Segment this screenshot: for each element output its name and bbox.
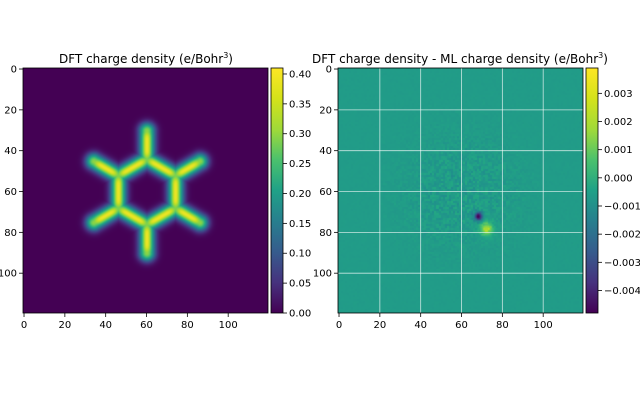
x-tick-label: 40 xyxy=(414,320,427,331)
x-tick-label: 20 xyxy=(58,320,71,331)
colorbar-tick-label: −0.002 xyxy=(604,230,640,241)
y-tick-label: 20 xyxy=(319,105,332,116)
x-tick-label: 60 xyxy=(455,320,468,331)
x-tick-label: 0 xyxy=(21,320,27,331)
x-tick-label: 40 xyxy=(99,320,112,331)
y-tick-label: 40 xyxy=(319,146,332,157)
y-tick-label: 60 xyxy=(4,187,17,198)
colorbar-tick-label: −0.004 xyxy=(604,286,640,297)
x-tick-label: 100 xyxy=(534,320,553,331)
left-colorbar-axis: 0.00 0.05 0.10 0.15 0.20 0.25 0.30 0.35 0.40 xyxy=(283,69,311,320)
colorbar-tick-label: 0.001 xyxy=(604,145,633,156)
colorbar-tick-label: 0.40 xyxy=(289,69,311,80)
left-plot-frame xyxy=(22,67,269,314)
y-tick-label: 40 xyxy=(4,146,17,157)
colorbar-tick-label: 0.000 xyxy=(604,173,633,184)
right-colorbar-frame xyxy=(585,67,599,314)
colorbar-tick-label: 0.003 xyxy=(604,89,633,100)
colorbar-tick-label: 0.002 xyxy=(604,117,633,128)
left-colorbar-frame xyxy=(270,67,284,314)
colorbar-tick-label: 0.30 xyxy=(289,129,311,140)
x-tick-label: 80 xyxy=(496,320,509,331)
x-tick-label: 20 xyxy=(373,320,386,331)
right-plot-frame xyxy=(337,67,584,314)
y-tick-label: 60 xyxy=(319,187,332,198)
colorbar-tick-label: 0.25 xyxy=(289,159,311,170)
x-tick-label: 0 xyxy=(336,320,342,331)
y-tick-label: 0 xyxy=(11,65,17,76)
x-tick-label: 100 xyxy=(219,320,238,331)
chart-left: DFT charge density (e/Bohr3) 0 20 40 60 80 10… xyxy=(0,51,311,331)
right-gridlines xyxy=(338,68,583,313)
left-heatmap xyxy=(23,68,268,313)
right-y-axis: 0 20 40 60 80 100 xyxy=(313,65,338,280)
colorbar-tick-label: 0.05 xyxy=(289,279,311,290)
y-tick-label: 0 xyxy=(326,65,332,76)
left-title: DFT charge density (e/Bohr3) xyxy=(59,51,233,66)
left-x-axis: 0 20 40 60 80 100 xyxy=(21,313,238,331)
colorbar-tick-label: −0.003 xyxy=(604,258,640,269)
x-tick-label: 80 xyxy=(181,320,194,331)
colorbar-tick-label: −0.001 xyxy=(604,201,640,212)
right-colorbar-axis: 0.003 0.002 0.001 0.000 −0.001 −0.002 −0.003 −0… xyxy=(598,89,640,297)
colorbar-tick-label: 0.00 xyxy=(289,309,311,320)
right-heatmap xyxy=(338,68,583,313)
colorbar-tick-label: 0.10 xyxy=(289,249,311,260)
chart-right: DFT charge density - ML charge density (… xyxy=(312,51,640,331)
colorbar-tick-label: 0.35 xyxy=(289,99,311,110)
left-y-axis: 0 20 40 60 80 100 xyxy=(0,65,23,280)
right-colorbar xyxy=(586,68,598,313)
x-tick-label: 60 xyxy=(140,320,153,331)
y-tick-label: 80 xyxy=(4,228,17,239)
right-title: DFT charge density - ML charge density (… xyxy=(312,51,608,66)
y-tick-label: 80 xyxy=(319,228,332,239)
left-colorbar xyxy=(271,68,283,313)
y-tick-label: 20 xyxy=(4,105,17,116)
y-tick-label: 100 xyxy=(313,269,332,280)
colorbar-tick-label: 0.20 xyxy=(289,189,311,200)
colorbar-tick-label: 0.15 xyxy=(289,219,311,230)
y-tick-label: 100 xyxy=(0,269,17,280)
right-x-axis: 0 20 40 60 80 100 xyxy=(336,313,553,331)
